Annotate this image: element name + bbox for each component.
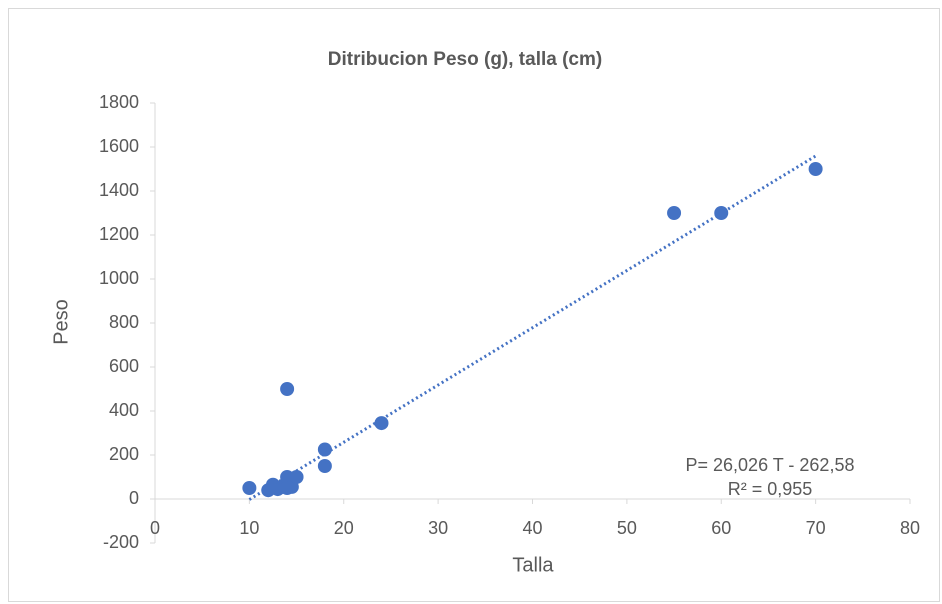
y-tick-label: 600	[109, 356, 139, 376]
y-axis-title: Peso	[50, 299, 72, 345]
y-tick-label: 0	[129, 488, 139, 508]
y-tick-label: 1600	[99, 136, 139, 156]
y-tick-label: 1000	[99, 268, 139, 288]
trendline-r2: R² = 0,955	[728, 479, 813, 499]
point	[374, 416, 389, 431]
y-tick-label: 1400	[99, 180, 139, 200]
x-axis-title: Talla	[512, 554, 554, 576]
y-tick-label: 1200	[99, 224, 139, 244]
x-tick-label: 60	[711, 518, 731, 538]
y-tick-label: 200	[109, 444, 139, 464]
x-tick-label: 30	[428, 518, 448, 538]
point	[289, 470, 304, 484]
point	[808, 162, 823, 176]
x-tick-label: 10	[239, 518, 259, 538]
point	[242, 481, 257, 495]
x-tick-label: 40	[522, 518, 542, 538]
y-tick-label: 1800	[99, 92, 139, 112]
y-tick-label: 400	[109, 400, 139, 420]
chart-border	[8, 8, 940, 602]
x-tick-label: 0	[150, 518, 160, 538]
point	[317, 442, 332, 457]
y-tick-label: 800	[109, 312, 139, 332]
x-tick-label: 80	[900, 518, 920, 538]
x-tick-label: 70	[806, 518, 826, 538]
point	[317, 459, 332, 473]
y-tick-label: -200	[103, 532, 139, 552]
point	[714, 206, 729, 220]
point	[280, 382, 295, 396]
x-tick-label: 50	[617, 518, 637, 538]
trendline-equation: P= 26,026 T - 262,58	[686, 455, 855, 475]
point	[667, 206, 682, 220]
chart-title: Ditribucion Peso (g), talla (cm)	[328, 49, 602, 70]
x-tick-label: 20	[334, 518, 354, 538]
